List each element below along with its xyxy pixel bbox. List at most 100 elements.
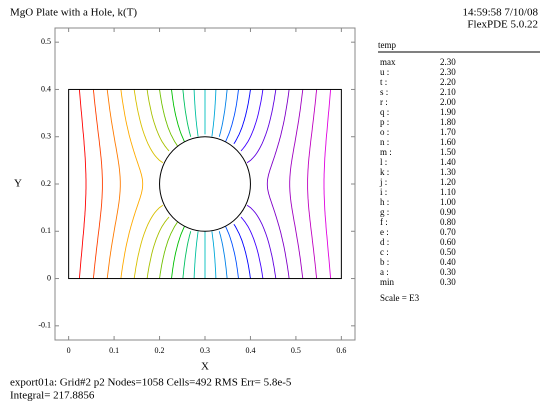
contour-line bbox=[240, 89, 264, 152]
y-tick-label: 0.5 bbox=[41, 37, 51, 46]
contour-line bbox=[323, 89, 332, 279]
contour-line bbox=[171, 89, 185, 142]
contour-line bbox=[289, 89, 304, 279]
legend-level-name: p : bbox=[380, 117, 389, 127]
contour-line bbox=[240, 216, 264, 279]
legend-level-value: 0.60 bbox=[440, 237, 456, 247]
legend-level-name: o : bbox=[380, 127, 389, 137]
legend-level-value: 1.00 bbox=[440, 197, 456, 207]
legend-level-name: j : bbox=[379, 177, 387, 187]
contour-line bbox=[106, 89, 121, 279]
y-tick-label: 0 bbox=[47, 273, 51, 282]
legend-level-name: a : bbox=[380, 267, 389, 277]
legend-level-value: 1.40 bbox=[440, 157, 456, 167]
legend-level-value: 0.30 bbox=[440, 267, 456, 277]
legend-level-name: f : bbox=[380, 217, 388, 227]
legend-level-value: 1.20 bbox=[440, 177, 456, 187]
contour-line bbox=[171, 226, 185, 279]
contour-line bbox=[133, 89, 164, 164]
legend-level-value: 1.90 bbox=[440, 107, 456, 117]
legend-level-name: t : bbox=[380, 77, 387, 87]
legend-level-name: b : bbox=[380, 257, 389, 267]
legend-level-value: 2.20 bbox=[440, 77, 456, 87]
plate-outline bbox=[68, 88, 342, 280]
x-axis-label: X bbox=[201, 361, 209, 373]
x-tick-label: 0.5 bbox=[291, 346, 301, 355]
legend-level-name: i : bbox=[380, 187, 387, 197]
legend-level-name: s : bbox=[380, 87, 388, 97]
x-tick-label: 0.6 bbox=[336, 346, 346, 355]
legend-min-name: min bbox=[380, 277, 395, 287]
legend-level-name: g : bbox=[380, 207, 389, 217]
legend-level-value: 1.30 bbox=[440, 167, 456, 177]
timestamp: 14:59:58 7/10/08 bbox=[463, 7, 539, 19]
legend-level-name: n : bbox=[380, 137, 389, 147]
y-axis-label: Y bbox=[14, 178, 22, 190]
contour-line bbox=[78, 89, 87, 279]
y-tick-label: 0.1 bbox=[41, 226, 51, 235]
contour-line bbox=[218, 231, 228, 279]
contour-line bbox=[92, 89, 103, 279]
y-tick-label: -0.1 bbox=[38, 321, 51, 330]
legend-level-name: q : bbox=[380, 107, 389, 117]
legend-level-value: 0.70 bbox=[440, 227, 456, 237]
legend-level-value: 0.50 bbox=[440, 247, 456, 257]
x-tick-label: 0.4 bbox=[245, 346, 255, 355]
legend-level-name: e : bbox=[380, 227, 389, 237]
contour-line bbox=[182, 231, 192, 279]
software-version: FlexPDE 5.0.22 bbox=[467, 19, 538, 31]
legend-level-value: 1.80 bbox=[440, 117, 456, 127]
contour-line bbox=[307, 89, 318, 279]
y-tick-label: 0.2 bbox=[41, 179, 51, 188]
footer-stats: export01a: Grid#2 p2 Nodes=1058 Cells=49… bbox=[10, 377, 292, 389]
contour-line bbox=[246, 89, 277, 164]
contour-line bbox=[218, 89, 228, 137]
x-tick-label: 0.2 bbox=[155, 346, 165, 355]
contour-line bbox=[225, 89, 239, 142]
contour-line bbox=[159, 89, 179, 147]
legend-level-name: l : bbox=[380, 157, 387, 167]
contour-line bbox=[246, 204, 277, 279]
legend-level-value: 2.30 bbox=[440, 67, 456, 77]
contour-line bbox=[133, 204, 164, 279]
legend-min-value: 0.30 bbox=[440, 277, 456, 287]
x-tick-label: 0 bbox=[67, 346, 71, 355]
legend-level-value: 2.00 bbox=[440, 97, 456, 107]
legend-level-name: h : bbox=[380, 197, 389, 207]
contour-line bbox=[211, 89, 217, 137]
legend-level-name: u : bbox=[380, 67, 389, 77]
x-tick-label: 0.1 bbox=[109, 346, 119, 355]
contour-line bbox=[193, 89, 199, 137]
y-tick-label: 0.4 bbox=[41, 84, 51, 93]
contour-line bbox=[120, 89, 144, 279]
legend-level-name: d : bbox=[380, 237, 389, 247]
legend-level-value: 1.50 bbox=[440, 147, 456, 157]
legend-level-name: c : bbox=[380, 247, 389, 257]
legend-level-value: 1.70 bbox=[440, 127, 456, 137]
scale-note: Scale = E3 bbox=[380, 293, 420, 303]
contour-line bbox=[193, 231, 199, 279]
legend-title: temp bbox=[378, 40, 396, 50]
legend-level-value: 1.10 bbox=[440, 187, 456, 197]
legend-level-value: 0.90 bbox=[440, 207, 456, 217]
contour-line bbox=[159, 221, 179, 279]
contour-line bbox=[233, 89, 251, 145]
contour-line bbox=[146, 89, 170, 152]
x-tick-label: 0.3 bbox=[200, 346, 210, 355]
contour-line bbox=[233, 223, 251, 279]
legend-level-value: 2.10 bbox=[440, 87, 456, 97]
footer-integral: Integral= 217.8856 bbox=[10, 390, 95, 402]
contour-line bbox=[225, 226, 239, 279]
contour-line bbox=[266, 89, 290, 279]
legend-level-name: k : bbox=[380, 167, 389, 177]
legend-level-name: m : bbox=[380, 147, 392, 157]
legend-max-value: 2.30 bbox=[440, 57, 456, 67]
contour-line bbox=[146, 216, 170, 279]
contour-line bbox=[211, 231, 217, 279]
legend-max-name: max bbox=[380, 57, 396, 67]
hole bbox=[159, 136, 251, 232]
plot-title: MgO Plate with a Hole, k(T) bbox=[10, 7, 137, 19]
contour-line bbox=[182, 89, 192, 137]
legend-level-value: 1.60 bbox=[440, 137, 456, 147]
